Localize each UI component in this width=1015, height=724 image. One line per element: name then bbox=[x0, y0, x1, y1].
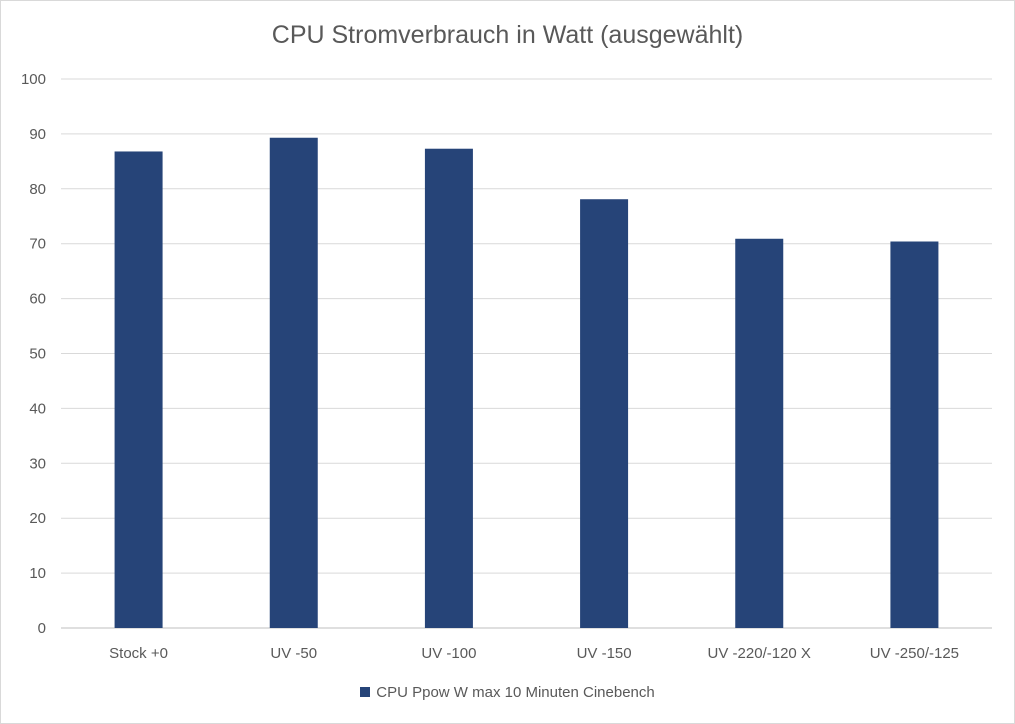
bar bbox=[424, 148, 473, 628]
x-tick-label: Stock +0 bbox=[109, 645, 168, 662]
y-tick-label: 40 bbox=[29, 400, 46, 417]
y-tick-label: 20 bbox=[29, 510, 46, 527]
y-tick-label: 0 bbox=[38, 620, 46, 637]
legend-swatch bbox=[360, 687, 371, 697]
y-tick-label: 50 bbox=[29, 346, 46, 363]
x-tick-label: UV -50 bbox=[270, 645, 317, 662]
y-tick-label: 10 bbox=[29, 565, 46, 582]
chart-title: CPU Stromverbrauch in Watt (ausgewählt) bbox=[271, 21, 744, 49]
x-tick-label: UV -220/-120 X bbox=[708, 645, 811, 662]
legend-label: CPU Ppow W max 10 Minuten Cinebench bbox=[376, 684, 655, 701]
bar bbox=[580, 199, 629, 628]
x-tick-label: UV -250/-125 bbox=[870, 645, 959, 662]
x-tick-label: UV -100 bbox=[421, 645, 476, 662]
y-tick-label: 80 bbox=[29, 181, 46, 198]
y-tick-label: 70 bbox=[29, 236, 46, 253]
bar bbox=[269, 137, 318, 629]
chart-legend: CPU Ppow W max 10 Minuten Cinebench bbox=[1, 684, 1014, 701]
bar bbox=[114, 151, 163, 628]
y-tick-label: 60 bbox=[29, 291, 46, 308]
x-tick-label: UV -150 bbox=[577, 645, 632, 662]
y-tick-label: 30 bbox=[29, 455, 46, 472]
y-tick-label: 90 bbox=[29, 126, 46, 143]
bar bbox=[735, 238, 784, 628]
y-tick-label: 100 bbox=[21, 71, 46, 88]
bar bbox=[890, 241, 939, 628]
